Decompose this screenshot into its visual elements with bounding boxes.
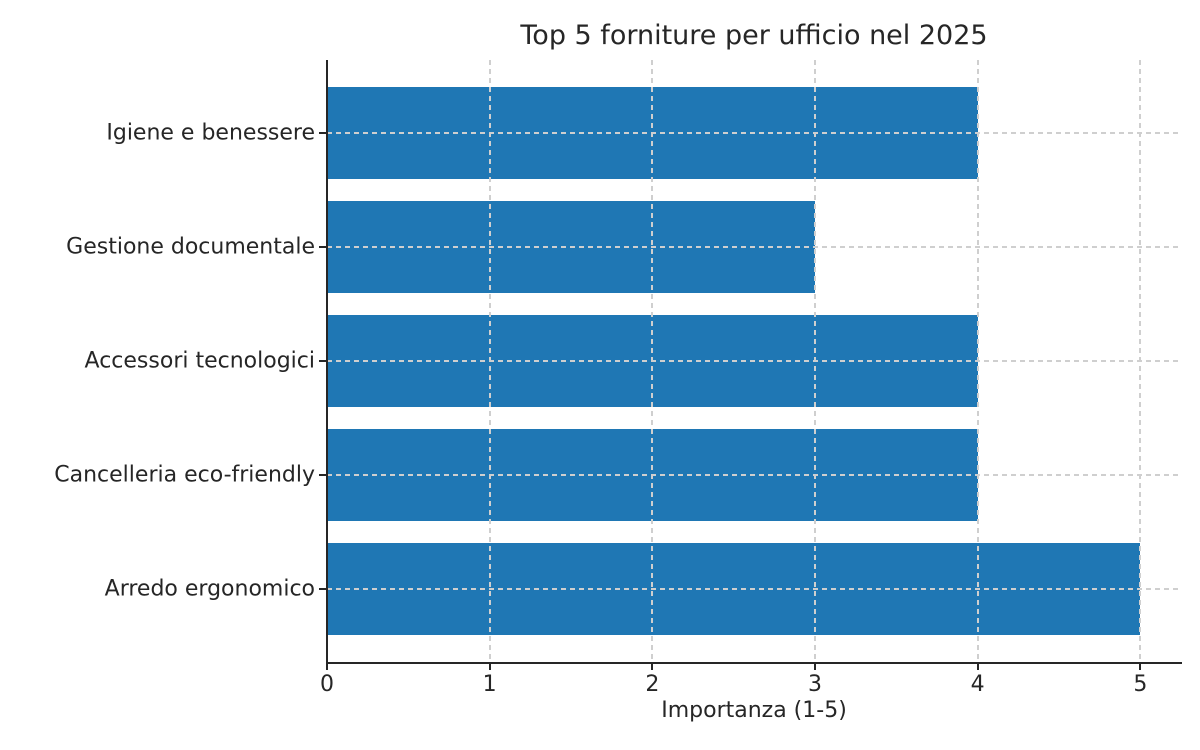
gridline-horizontal-0 [327,131,1181,134]
x-tick-0 [326,664,328,670]
y-tick-2 [319,360,326,362]
y-tick-label-1: Gestione documentale [66,234,315,260]
gridline-vertical-1 [488,60,491,662]
x-tick-2 [651,664,654,670]
x-tick-label-0: 0 [320,672,334,697]
x-tick-3 [814,664,816,670]
gridline-horizontal-4 [327,588,1181,591]
y-tick-0 [319,131,326,134]
x-tick-label-3: 3 [808,672,822,697]
gridline-vertical-5 [1139,60,1142,662]
chart-title: Top 5 forniture per ufficio nel 2025 [520,20,988,51]
gridline-vertical-3 [814,60,816,662]
y-tick-1 [319,245,326,248]
x-tick-5 [1139,664,1142,670]
x-tick-label-2: 2 [645,672,660,697]
gridline-vertical-4 [976,60,979,662]
plot-area [327,60,1181,662]
y-tick-label-4: Arredo ergonomico [104,576,315,602]
x-tick-label-1: 1 [482,672,497,697]
gridline-vertical-2 [651,60,654,662]
gridline-horizontal-3 [327,474,1181,476]
y-tick-3 [319,474,326,476]
gridline-horizontal-1 [327,245,1181,248]
gridline-horizontal-2 [327,360,1181,362]
x-tick-4 [976,664,979,670]
y-tick-label-3: Cancelleria eco-friendly [54,462,315,488]
y-tick-label-2: Accessori tecnologici [84,348,315,374]
y-tick-4 [319,588,326,591]
x-tick-1 [488,664,491,670]
x-tick-label-4: 4 [970,672,985,697]
x-axis-title: Importanza (1-5) [661,698,847,723]
x-tick-label-5: 5 [1133,672,1148,697]
y-axis-line [326,60,328,664]
x-axis-line [326,662,1182,664]
y-tick-label-0: Igiene e benessere [106,120,315,146]
